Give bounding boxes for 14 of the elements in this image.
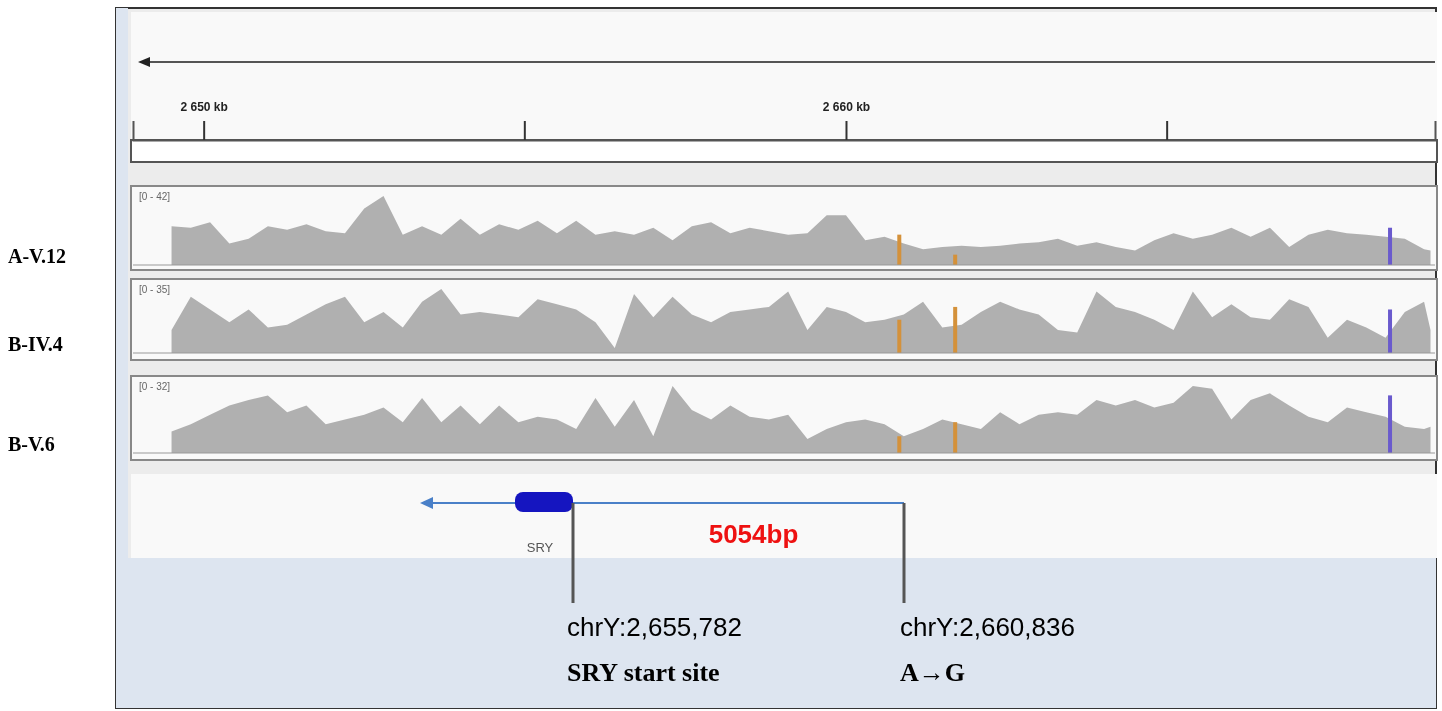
annotation: [0 - 35] bbox=[139, 284, 171, 295]
annotation: [0 - 42] bbox=[139, 191, 171, 202]
text: SRY start site bbox=[567, 658, 720, 687]
text: 5054bp bbox=[708, 519, 799, 549]
text: B-V.6 bbox=[8, 433, 55, 455]
text: chrY:2,655,782 bbox=[567, 612, 742, 642]
annotation: [0 - 32] bbox=[139, 381, 171, 392]
text: B-IV.4 bbox=[8, 333, 63, 355]
text: chrY:2,660,836 bbox=[900, 612, 1075, 642]
text: A-V.12 bbox=[8, 245, 66, 267]
text: SRY bbox=[526, 540, 554, 555]
text: A→G bbox=[900, 658, 965, 687]
x-tick-label: 2 660 kb bbox=[822, 100, 871, 114]
x-tick-label: 2 650 kb bbox=[180, 100, 228, 114]
